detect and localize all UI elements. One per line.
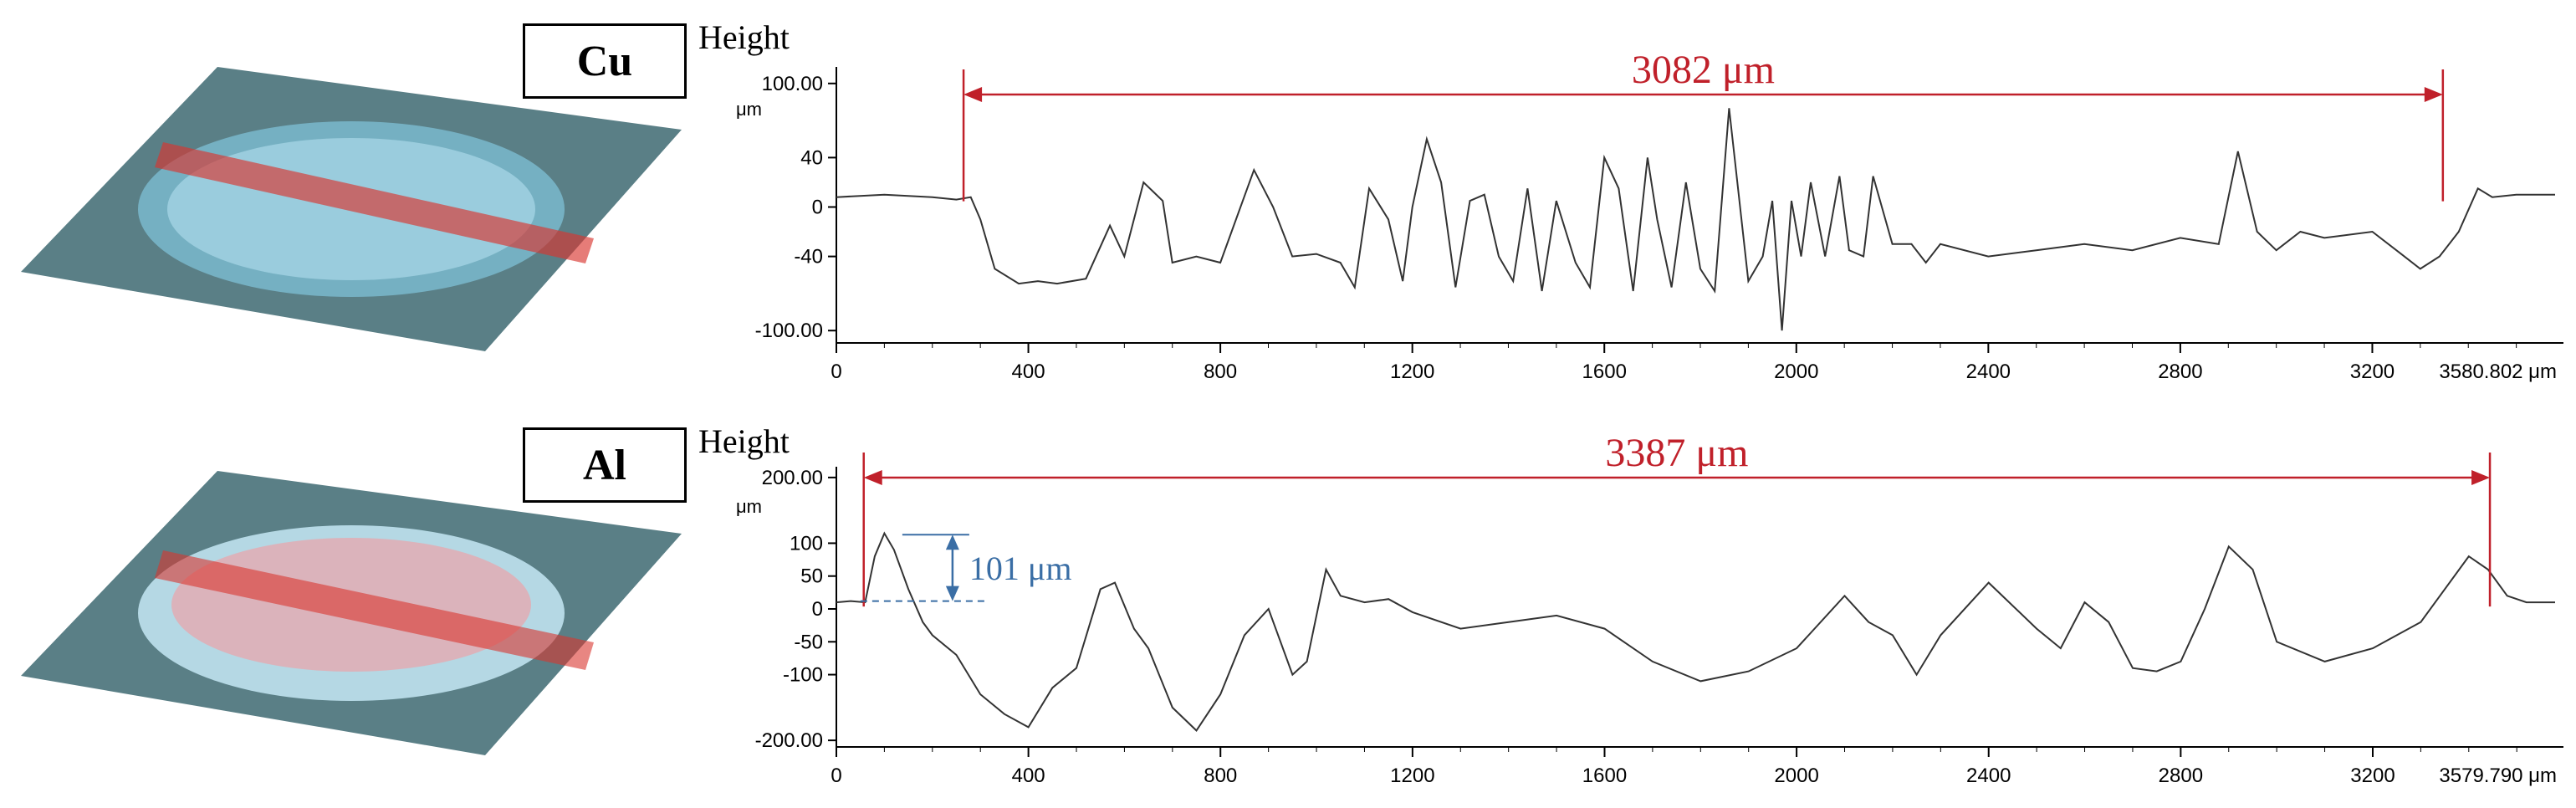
y-tick-label: 50 [800,565,823,588]
y-tick-label: 100.00 [762,73,823,95]
span-width-label: 3082 μm [1632,48,1775,92]
peak-arrowhead-bottom [945,586,959,601]
x-tick-label: 3200 [2350,765,2395,787]
x-tick-label: 0 [831,765,841,787]
al-height-profile-chart: Height μm 200.00 100 50 0 -50 -100 -200.00 0 400… [698,422,2563,787]
x-tick-label: 3579.790 μm [2439,765,2557,787]
y-tick-label: 0 [812,598,823,621]
x-tick-label: 1200 [1390,765,1434,787]
x-tick-label: 2400 [1966,361,2011,383]
x-tick-label: 2800 [2159,765,2203,787]
x-tick-label: 1600 [1582,361,1627,383]
y-tick-label: 200.00 [762,467,823,489]
x-tick-label: 1600 [1582,765,1627,787]
span-arrowhead-right [2424,87,2443,102]
y-axis-unit: μm [736,496,762,517]
span-arrowhead-left [863,470,882,485]
al-profile-panel: Al Height μm 200.00 100 50 0 -50 -100 -200.00 0… [0,404,2576,808]
y-tick-label: 100 [790,532,823,555]
material-label: Al [523,427,687,503]
cu-scan-line [155,142,594,263]
y-tick-label: 40 [800,146,823,169]
peak-arrowhead-top [945,534,959,550]
span-arrowhead-right [2471,470,2491,485]
x-tick-label: 400 [1012,765,1045,787]
material-label: Cu [523,23,687,99]
span-arrowhead-left [963,87,983,102]
x-tick-label: 400 [1012,361,1045,383]
y-axis-title: Height [698,18,790,56]
al-scan-line [155,550,594,670]
x-tick-label: 800 [1204,361,1237,383]
x-tick-label: 800 [1204,765,1237,787]
y-tick-label: 0 [812,197,823,219]
y-tick-label: -50 [794,631,823,653]
x-tick-label: 2400 [1966,765,2011,787]
span-width-label: 3387 μm [1605,431,1748,475]
y-tick-label: -100.00 [755,320,823,342]
y-axis-unit: μm [736,99,762,120]
x-tick-label: 0 [831,361,841,383]
x-tick-label: 3580.802 μm [2439,361,2557,383]
height-profile-line [836,108,2555,331]
y-tick-label: -200.00 [755,729,823,752]
y-axis-title: Height [698,422,790,460]
cu-profile-panel: Cu Height μm 100.00 40 0 -40 -100.00 0 400 800 1… [21,18,2563,383]
peak-height-label: 101 μm [969,550,1072,587]
3d-surface-scan-al-icon [21,471,682,755]
3d-surface-scan-cu-icon [21,67,682,351]
x-tick-label: 2000 [1774,361,1818,383]
x-tick-label: 3200 [2350,361,2395,383]
x-tick-label: 2000 [1774,765,1818,787]
height-profile-line [836,531,2555,732]
y-tick-label: -40 [794,246,823,268]
x-tick-label: 2800 [2158,361,2202,383]
x-tick-label: 1200 [1390,361,1434,383]
y-tick-label: -100 [783,664,823,687]
